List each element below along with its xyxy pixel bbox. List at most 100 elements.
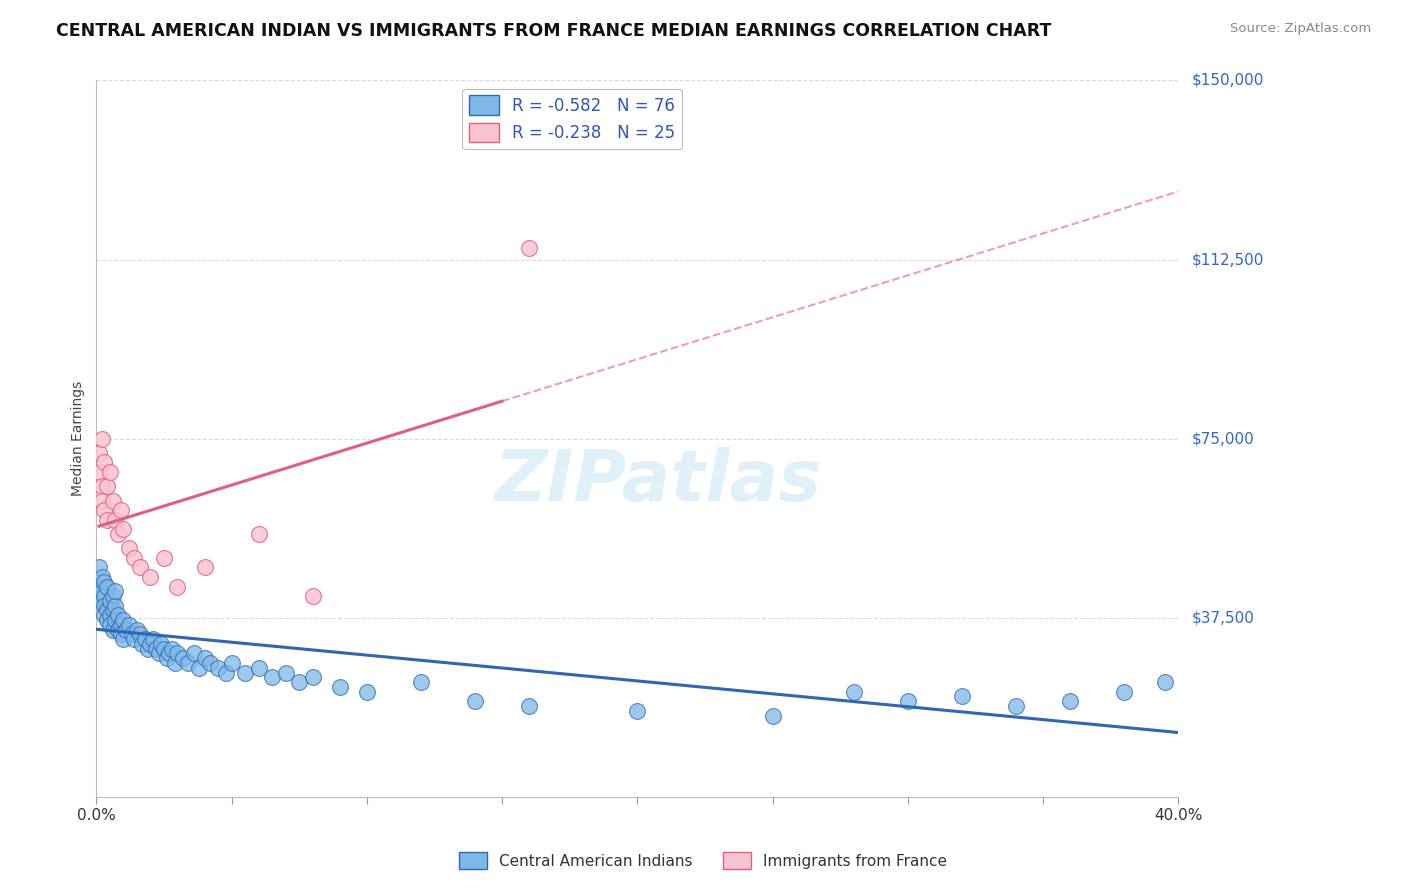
Point <box>104 599 127 613</box>
Point <box>104 513 127 527</box>
Point <box>101 623 124 637</box>
Point <box>110 617 132 632</box>
Point <box>90 432 112 446</box>
Point <box>233 665 256 680</box>
Point <box>172 651 194 665</box>
Point <box>193 560 215 574</box>
Point <box>897 694 920 708</box>
Point <box>87 560 110 574</box>
Point <box>221 656 243 670</box>
Point <box>215 665 238 680</box>
Point <box>128 560 150 574</box>
Point <box>153 550 176 565</box>
Point <box>139 637 162 651</box>
Point <box>356 684 378 698</box>
Point <box>112 522 135 536</box>
Point <box>139 570 162 584</box>
Point <box>87 446 110 460</box>
Point <box>96 603 118 617</box>
Point <box>183 647 205 661</box>
Point <box>301 589 323 603</box>
Text: $37,500: $37,500 <box>1192 610 1256 625</box>
Point <box>1059 694 1081 708</box>
Point <box>104 584 127 599</box>
Point <box>125 623 148 637</box>
Point <box>96 479 118 493</box>
Point <box>93 503 115 517</box>
Point <box>761 708 783 723</box>
Point <box>115 623 138 637</box>
Legend: Central American Indians, Immigrants from France: Central American Indians, Immigrants fro… <box>453 846 953 875</box>
Point <box>166 580 188 594</box>
Point <box>118 617 141 632</box>
Point <box>136 641 159 656</box>
Point <box>1005 698 1028 713</box>
Point <box>121 627 143 641</box>
Point <box>188 661 211 675</box>
Point <box>122 632 145 646</box>
Point <box>134 632 156 646</box>
Point <box>142 632 165 646</box>
Point <box>409 675 432 690</box>
Point <box>177 656 200 670</box>
Point <box>93 455 115 469</box>
Point <box>1153 675 1175 690</box>
Point <box>87 580 110 594</box>
Point <box>98 617 121 632</box>
Point <box>288 675 311 690</box>
Text: CENTRAL AMERICAN INDIAN VS IMMIGRANTS FROM FRANCE MEDIAN EARNINGS CORRELATION CH: CENTRAL AMERICAN INDIAN VS IMMIGRANTS FR… <box>56 22 1052 40</box>
Point <box>93 599 115 613</box>
Point <box>110 503 132 517</box>
Y-axis label: Median Earnings: Median Earnings <box>72 381 86 496</box>
Point <box>96 513 118 527</box>
Point <box>626 704 648 718</box>
Point <box>247 661 270 675</box>
Text: $150,000: $150,000 <box>1192 73 1264 88</box>
Point <box>93 608 115 623</box>
Text: ZIPatlas: ZIPatlas <box>495 447 823 516</box>
Point <box>166 647 188 661</box>
Point <box>329 680 352 694</box>
Point <box>90 479 112 493</box>
Point <box>104 613 127 627</box>
Point <box>157 647 180 661</box>
Point <box>950 690 973 704</box>
Point <box>198 656 221 670</box>
Point <box>145 641 167 656</box>
Point <box>301 670 323 684</box>
Point <box>107 623 129 637</box>
Point <box>207 661 229 675</box>
Point <box>101 493 124 508</box>
Point <box>98 594 121 608</box>
Point <box>90 594 112 608</box>
Point <box>193 651 215 665</box>
Point <box>93 589 115 603</box>
Point <box>517 698 540 713</box>
Point <box>107 527 129 541</box>
Text: $112,500: $112,500 <box>1192 252 1264 267</box>
Legend: R = -0.582   N = 76, R = -0.238   N = 25: R = -0.582 N = 76, R = -0.238 N = 25 <box>463 89 682 149</box>
Point <box>160 641 183 656</box>
Point <box>96 580 118 594</box>
Text: Source: ZipAtlas.com: Source: ZipAtlas.com <box>1230 22 1371 36</box>
Point <box>90 584 112 599</box>
Point <box>90 493 112 508</box>
Point <box>101 603 124 617</box>
Point <box>148 647 170 661</box>
Point <box>98 465 121 479</box>
Point <box>87 465 110 479</box>
Point <box>107 608 129 623</box>
Point <box>247 527 270 541</box>
Point <box>98 608 121 623</box>
Point <box>262 670 284 684</box>
Point <box>153 641 176 656</box>
Point <box>110 627 132 641</box>
Point <box>842 684 865 698</box>
Point <box>122 550 145 565</box>
Point <box>517 241 540 255</box>
Point <box>1114 684 1136 698</box>
Point <box>90 570 112 584</box>
Point <box>150 637 173 651</box>
Point <box>163 656 186 670</box>
Point <box>156 651 179 665</box>
